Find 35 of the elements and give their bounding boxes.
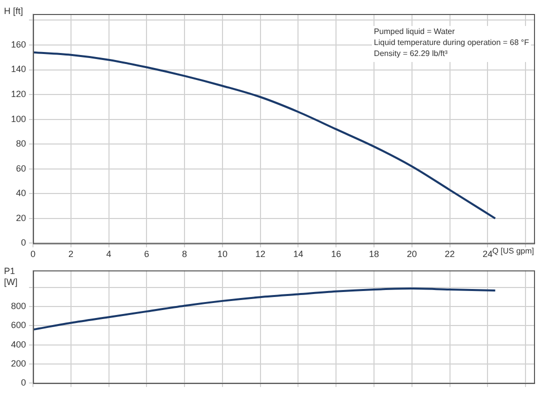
y-tick-label: 120 bbox=[10, 89, 26, 100]
line-series bbox=[33, 288, 496, 331]
x-tick-label: 0 bbox=[30, 249, 36, 260]
x-tick-label: 24 bbox=[482, 249, 493, 260]
y-axis-title: H [ft] bbox=[4, 6, 24, 17]
line-series bbox=[33, 51, 496, 220]
y-tick-label: 0 bbox=[20, 377, 26, 388]
annotation: Density = 62.29 lb/ft³ bbox=[374, 49, 448, 58]
y-tick-label: 60 bbox=[16, 163, 26, 174]
y-tick-label: 160 bbox=[10, 39, 26, 50]
y-tick-label: 140 bbox=[10, 64, 26, 74]
x-tick-label: 14 bbox=[293, 249, 304, 260]
y-tick-label: 400 bbox=[10, 339, 26, 350]
y-tick-label: 800 bbox=[10, 301, 26, 312]
x-tick-label: 12 bbox=[255, 249, 266, 260]
x-tick-label: 22 bbox=[444, 249, 455, 260]
x-tick-label: 6 bbox=[144, 249, 150, 260]
y-tick-label: 100 bbox=[10, 114, 26, 124]
y-tick-label: 40 bbox=[16, 188, 26, 198]
annotation: Pumped liquid = Water bbox=[374, 27, 456, 36]
y-tick-label: 600 bbox=[10, 320, 26, 330]
x-tick-label: 8 bbox=[182, 249, 188, 260]
y-tick-label: 20 bbox=[16, 212, 26, 223]
annotation: Liquid temperature during operation = 68 °F bbox=[374, 38, 530, 48]
x-tick-label: 18 bbox=[368, 249, 379, 260]
x-axis-title: Q [US gpm] bbox=[492, 246, 534, 256]
y-axis-title: P1 [W] bbox=[4, 266, 18, 288]
y-tick-label: 80 bbox=[16, 138, 26, 149]
x-tick-label: 2 bbox=[68, 249, 74, 260]
y-tick-label: 0 bbox=[20, 238, 26, 248]
x-tick-label: 4 bbox=[106, 249, 112, 260]
x-tick-label: 16 bbox=[331, 249, 342, 260]
x-tick-label: 10 bbox=[217, 249, 228, 260]
y-tick-label: 200 bbox=[10, 358, 26, 368]
x-tick-label: 20 bbox=[406, 249, 417, 260]
